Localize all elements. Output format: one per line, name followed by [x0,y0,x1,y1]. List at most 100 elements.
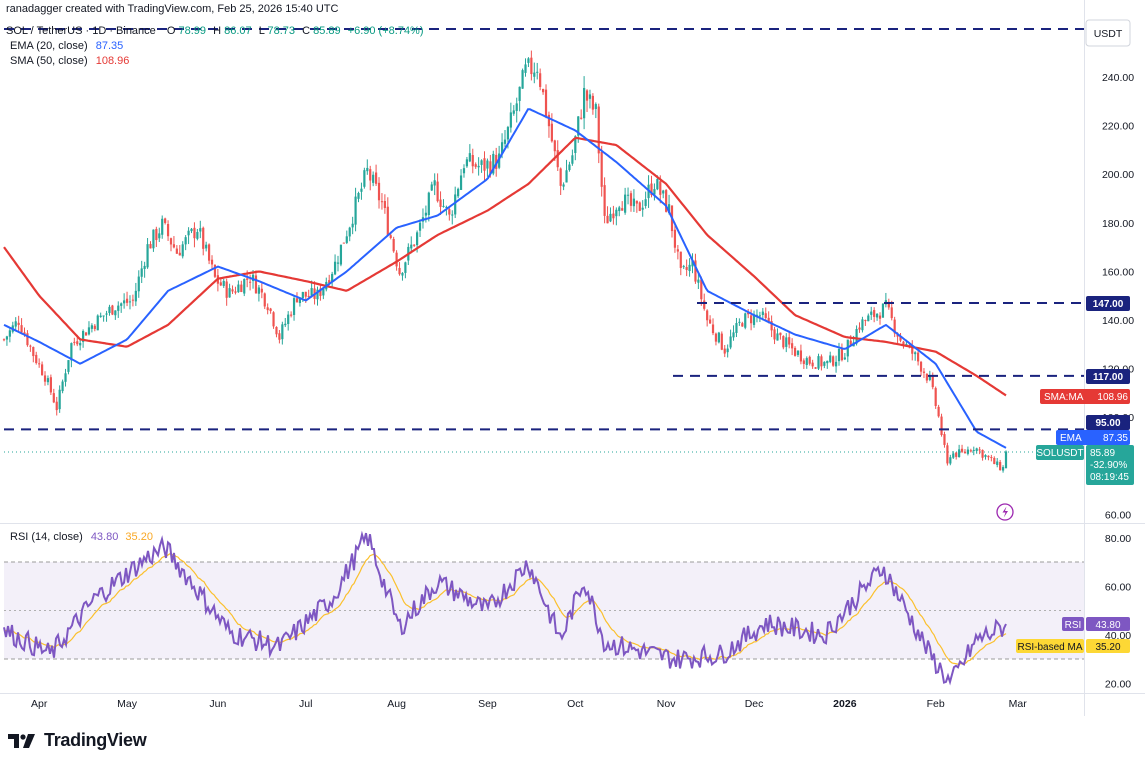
ema-legend[interactable]: EMA (20, close) 87.35 [10,40,123,52]
candle-body [562,184,565,187]
candle-body [952,453,955,458]
candle-body [123,300,126,304]
candle-body [949,457,952,464]
sma50-line [3,136,1007,397]
candle-body [342,242,345,244]
candle-body [254,275,258,294]
candle-body [512,110,515,114]
level-tag-95[interactable]: 95.00 [1086,415,1130,430]
candle-body [451,214,454,216]
candle-body [336,262,340,264]
candle-body [231,289,234,292]
candle-body [287,314,290,325]
candle-body [615,209,618,217]
candle-body [23,332,26,335]
candle-body [665,190,668,212]
sma-tag[interactable]: SMA:MA 108.96 [1040,389,1130,404]
level-tag-147[interactable]: 147.00 [1086,296,1130,311]
candle-body [61,381,64,392]
candle-body [503,139,507,144]
candle-body [2,339,6,341]
symbol-price-tag[interactable]: SOLUSDT 85.89 -32.90% 08:19:45 [1036,445,1134,485]
candle-body [568,164,571,171]
candle-body [840,349,844,361]
candle-body [17,322,20,325]
candle-body [90,325,93,329]
candle-body [433,180,436,186]
rsi-tick-label: 60.00 [1105,582,1131,594]
candle-body [210,259,214,265]
candle-body [292,298,296,315]
candle-body [591,95,594,110]
candle-body [583,87,586,119]
sma-legend-value: 108.96 [96,55,130,67]
candle-body [111,305,114,315]
candle-body [380,201,384,203]
candle-body [685,267,688,270]
rsi-tick-label: 80.00 [1105,533,1131,545]
candle-body [369,169,372,181]
candle-body [823,361,826,366]
rsi-legend-value: 43.80 [91,531,119,543]
candle-body [43,375,47,382]
tradingview-logo[interactable]: TradingView [8,730,147,751]
price-tick-label: 180.00 [1102,218,1134,230]
currency-box[interactable] [1085,19,1131,47]
candle-body [489,161,492,174]
symbol-line[interactable]: SOL / TetherUS · 1D · Binance O 78.99 H … [6,25,424,37]
time-axis[interactable]: Apr May Jun Jul Aug Sep Oct Nov Dec 2026 Feb Mar [31,698,1027,710]
candle-body [902,341,905,346]
ohlc-o: 78.99 [178,25,206,37]
candle-body [483,158,486,171]
candle-body [773,329,776,340]
candle-body [832,356,835,366]
candle-body [64,373,67,382]
symbol-name[interactable]: SOL / TetherUS · 1D · Binance [6,25,156,37]
candle-body [99,315,102,317]
price-tick-label: 240.00 [1102,72,1134,84]
candle-body [855,329,858,344]
candle-body [284,323,287,326]
rsi-tag[interactable]: RSI 43.80 [1062,617,1130,631]
sma-legend-label: SMA (50, close) [10,55,88,67]
candle-body [700,279,703,300]
candle-body [345,236,348,243]
candle-body [993,457,996,465]
rsi-legend[interactable]: RSI (14, close) 43.80 35.20 [10,531,153,543]
candle-body [752,314,756,325]
candle-body [278,333,281,340]
ema-tag[interactable]: EMA 87.35 [1056,430,1130,445]
candle-body [219,282,222,286]
candle-body [899,335,902,341]
candle-body [354,196,357,225]
rsi-line [3,530,1007,686]
candle-body [49,377,52,393]
level-tag-117[interactable]: 117.00 [1086,369,1130,384]
candle-body [946,445,949,464]
candle-body [761,311,764,315]
candle-body [199,228,202,232]
candle-body [316,289,319,300]
candle-body [703,300,706,309]
candle-body [260,288,263,293]
candle-body [711,324,715,334]
candle-body [679,251,682,268]
candle-body [656,179,659,190]
candle-body [814,367,817,369]
sma-tag-value: 108.96 [1097,392,1128,403]
candle-body [93,325,96,330]
candle-body [172,244,176,248]
candle-body [963,451,967,453]
candle-body [228,288,231,298]
candle-body [791,343,794,349]
rsi-ma-tag[interactable]: RSI-based MA 35.20 [1016,639,1130,653]
candle-body [105,313,108,315]
rsi-tick-label: 20.00 [1105,679,1131,691]
candle-body [114,310,117,316]
candle-body [155,228,158,241]
lightning-icon[interactable] [996,503,1014,521]
candle-body [161,218,164,235]
sma-legend[interactable]: SMA (50, close) 108.96 [10,55,129,67]
